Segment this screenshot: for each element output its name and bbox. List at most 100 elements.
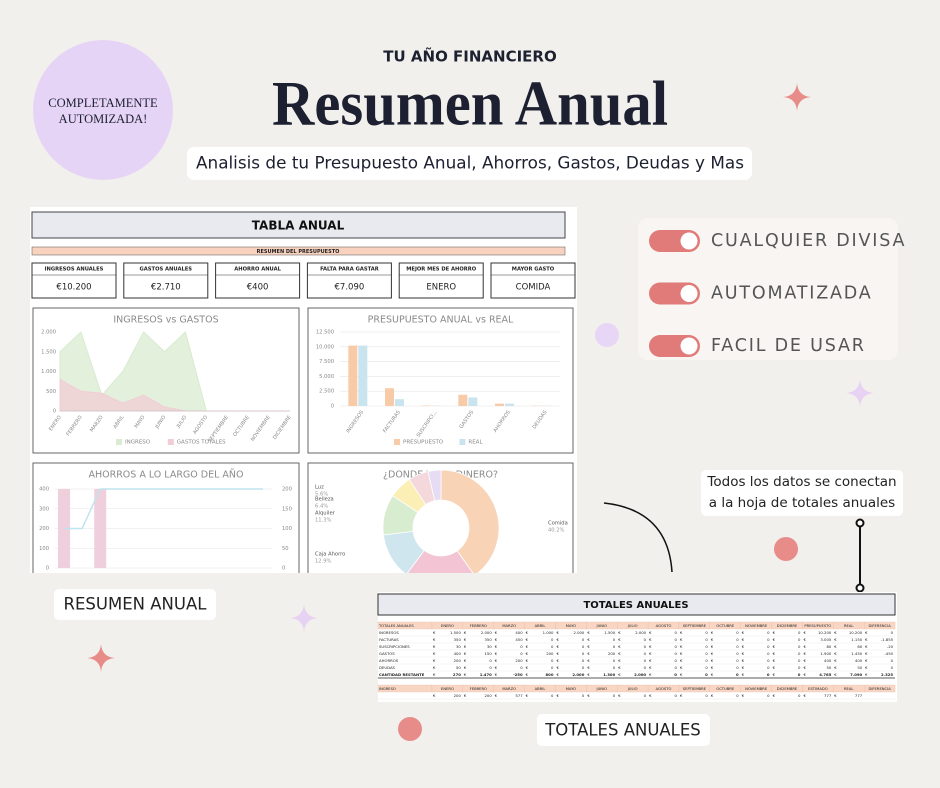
currency: € <box>433 658 436 663</box>
header-cell-text: FEBRERO <box>470 624 487 628</box>
header-cell-text: MAYO <box>566 624 576 628</box>
toggle-knob <box>680 285 698 302</box>
y-tick-label: 0 <box>46 566 49 572</box>
currency: € <box>495 672 498 677</box>
currency: € <box>495 693 498 698</box>
pie-value-label: 12.9% <box>315 559 332 565</box>
currency: € <box>649 693 652 698</box>
header-cell-text: JULIO <box>627 624 638 628</box>
currency: € <box>865 658 868 663</box>
cell: 0 <box>613 658 616 663</box>
cell: 0 <box>705 630 708 635</box>
pie-slice <box>406 549 474 573</box>
y-tick-label: 12.500 <box>316 330 334 336</box>
currency: € <box>526 672 529 677</box>
cell: 350 <box>484 637 492 642</box>
currency: € <box>680 693 683 698</box>
tagline-box <box>187 147 752 180</box>
legend-swatch <box>167 439 174 445</box>
cell: 0 <box>767 658 770 663</box>
cell: 0 <box>736 637 739 642</box>
currency: € <box>742 658 745 663</box>
cell: 1.500 <box>604 630 615 635</box>
currency: € <box>834 630 837 635</box>
currency: € <box>556 665 559 670</box>
cell: 2.000 <box>635 630 646 635</box>
toggle-knob <box>680 337 698 355</box>
cell: 3.005 <box>820 637 831 642</box>
header-cell-text: DIFERENCIA <box>869 624 892 628</box>
cell: 50 <box>826 665 831 670</box>
cell: 0 <box>675 644 678 649</box>
currency: € <box>618 665 621 670</box>
currency: € <box>865 665 868 670</box>
currency: € <box>865 630 868 635</box>
cell: 2.000 <box>573 630 584 635</box>
cell: 200 <box>454 693 462 698</box>
currency: € <box>649 644 652 649</box>
card <box>490 262 576 299</box>
header-cell-text: AGOSTO <box>656 687 672 691</box>
cell: 0 <box>705 672 708 677</box>
currency: € <box>711 665 714 670</box>
cell: 0 <box>674 672 677 677</box>
cell: 0 <box>613 644 616 649</box>
cell: -250 <box>513 672 523 677</box>
currency: € <box>773 672 776 677</box>
cell: 0 <box>582 665 585 670</box>
cell: 0 <box>767 665 770 670</box>
cell: 0 <box>613 637 616 642</box>
pie-value-label: 40.2% <box>548 528 565 534</box>
bar <box>468 397 478 406</box>
cell: 0 <box>582 651 585 656</box>
toggle-knob <box>680 232 698 250</box>
row-label: GASTOS <box>379 651 395 656</box>
y-tick-label: 400 <box>39 487 49 493</box>
dot <box>595 323 619 347</box>
cell: 0 <box>644 637 647 642</box>
section-bar <box>31 246 566 256</box>
cell: -20 <box>887 644 894 649</box>
header-cell-text: INGRESO <box>379 687 396 691</box>
cell: 10.200 <box>818 630 832 635</box>
header-cell-text: MAYO <box>566 687 576 691</box>
currency: € <box>587 644 590 649</box>
currency: € <box>711 630 714 635</box>
y-tick-label: 300 <box>39 506 49 512</box>
header-cell-text: NOVIEMBRE <box>745 624 768 628</box>
cell: 0 <box>551 693 554 698</box>
cell: 0 <box>613 665 616 670</box>
currency: € <box>773 693 776 698</box>
currency: € <box>834 665 837 670</box>
totals-title: TOTALES ANUALES <box>583 600 688 611</box>
tagline: Analisis de tu Presupuesto Anual, Ahorro… <box>196 154 744 173</box>
cell: 0 <box>644 651 647 656</box>
currency: € <box>803 644 806 649</box>
cell: 0 <box>582 693 585 698</box>
currency: € <box>773 644 776 649</box>
currency: € <box>464 644 467 649</box>
cell: 0 <box>551 658 554 663</box>
label: RESUMEN ANUAL <box>64 595 208 614</box>
currency: € <box>618 644 621 649</box>
bar <box>505 403 514 406</box>
currency: € <box>556 630 559 635</box>
cell: 0 <box>798 693 801 698</box>
header-cell-text: NOVIEMBRE <box>745 687 768 691</box>
pie-value-label: 5.6% <box>315 492 328 498</box>
connector-end <box>855 583 865 593</box>
card-value: ENERO <box>426 283 456 293</box>
currency: € <box>680 665 683 670</box>
currency: € <box>433 665 436 670</box>
y-tick-label: 2.000 <box>41 330 56 336</box>
cell: -1.855 <box>881 637 894 642</box>
currency: € <box>680 658 683 663</box>
card <box>306 262 392 299</box>
cell: 0 <box>705 658 708 663</box>
cell: 0 <box>644 658 647 663</box>
currency: € <box>495 665 498 670</box>
cell: 0 <box>767 644 770 649</box>
header-cell-text: ENERO <box>441 624 454 628</box>
cell: 30 <box>456 644 461 649</box>
currency: € <box>649 665 652 670</box>
